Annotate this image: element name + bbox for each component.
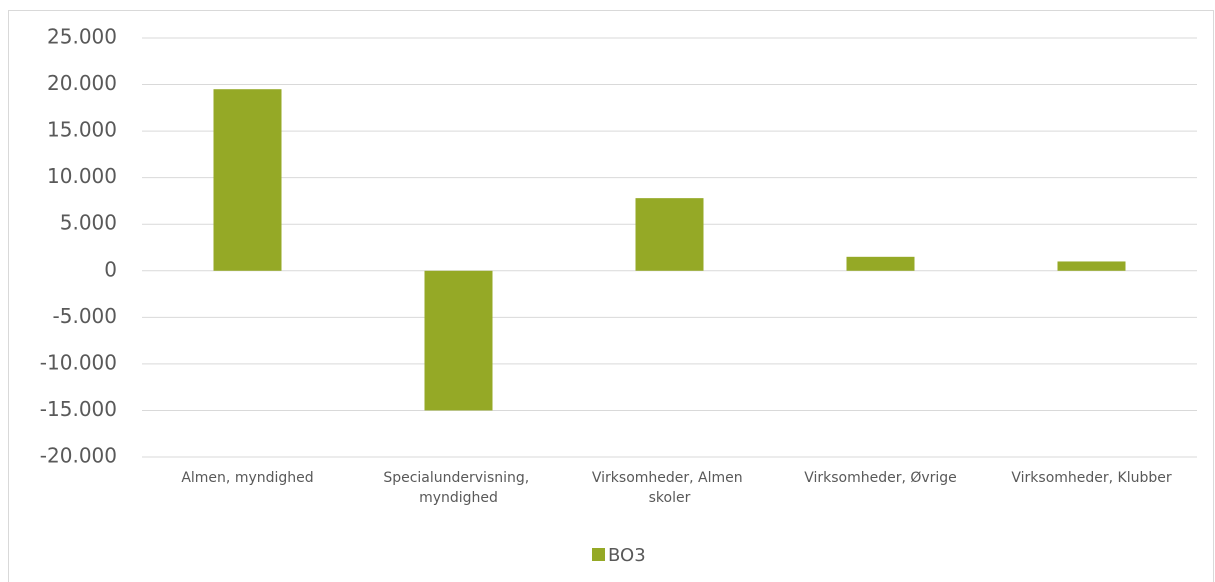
y-tick-label: 0 [104,257,117,281]
y-tick-label: 5.000 [60,211,117,235]
x-tick-label: Virksomheder, Øvrige [804,470,957,486]
x-tick-label: Specialundervisning, myndighed [383,470,533,506]
x-tick-label: Virksomheder, Klubber [1011,470,1171,486]
legend-label: BO3 [608,545,646,566]
legend-swatch [592,548,605,561]
bar [1057,261,1126,271]
y-tick-label: -15.000 [40,397,117,421]
y-tick-label: 10.000 [47,164,117,188]
y-tick-label: -20.000 [40,444,117,468]
y-tick-label: 15.000 [47,118,117,142]
y-tick-label: -10.000 [40,350,117,374]
x-tick-label: Virksomheder, Almen skoler [592,470,747,506]
bar [635,198,704,271]
y-tick-label: 25.000 [47,25,117,49]
chart-frame [8,10,1214,582]
y-tick-label: -5.000 [53,304,117,328]
y-tick-label: 20.000 [47,71,117,95]
x-tick-label: Almen, myndighed [181,470,313,486]
bar [424,270,493,411]
bar [213,89,282,271]
bar [846,256,915,271]
